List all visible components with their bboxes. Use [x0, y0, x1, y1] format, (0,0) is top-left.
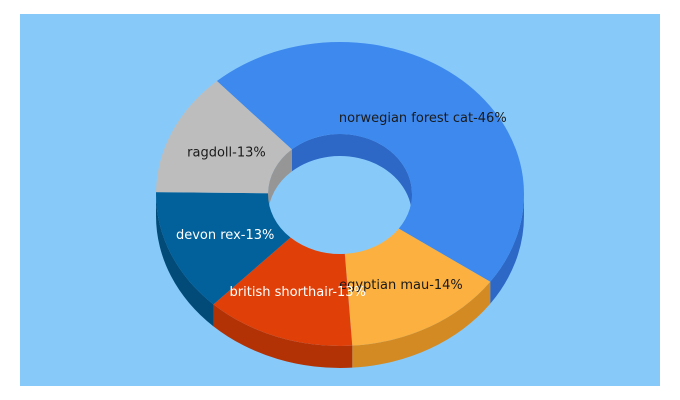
slice-label-ragdoll: ragdoll-13%: [187, 145, 266, 160]
slice-egyptian-mau[interactable]: [344, 228, 491, 346]
slice-inner-wall-norwegian-forest-cat: [291, 134, 412, 216]
slice-label-egyptian-mau: egyptian mau-14%: [339, 278, 463, 293]
slice-british-shorthair[interactable]: [213, 237, 353, 347]
slice-label-devon-rex: devon rex-13%: [176, 228, 274, 243]
donut-sides: [156, 194, 524, 368]
slice-side-norwegian-forest-cat: [490, 194, 524, 304]
slice-side-egyptian-mau: [352, 281, 491, 368]
chart-panel: norwegian forest cat-46% egyptian mau-14%…: [20, 14, 660, 386]
slice-inner-wall-ragdoll: [268, 149, 292, 216]
slice-side-british-shorthair: [213, 304, 353, 368]
donut-slices: [156, 42, 524, 347]
donut-chart: norwegian forest cat-46% egyptian mau-14%…: [20, 14, 660, 386]
slice-devon-rex[interactable]: [156, 192, 291, 305]
slice-norwegian-forest-cat[interactable]: [216, 42, 524, 282]
slice-ragdoll[interactable]: [156, 81, 292, 194]
slice-side-devon-rex: [156, 194, 214, 327]
donut-labels: norwegian forest cat-46% egyptian mau-14%…: [176, 111, 507, 300]
slice-label-norwegian-forest-cat: norwegian forest cat-46%: [339, 111, 507, 126]
slice-label-british-shorthair: british shorthair-13%: [230, 285, 366, 300]
